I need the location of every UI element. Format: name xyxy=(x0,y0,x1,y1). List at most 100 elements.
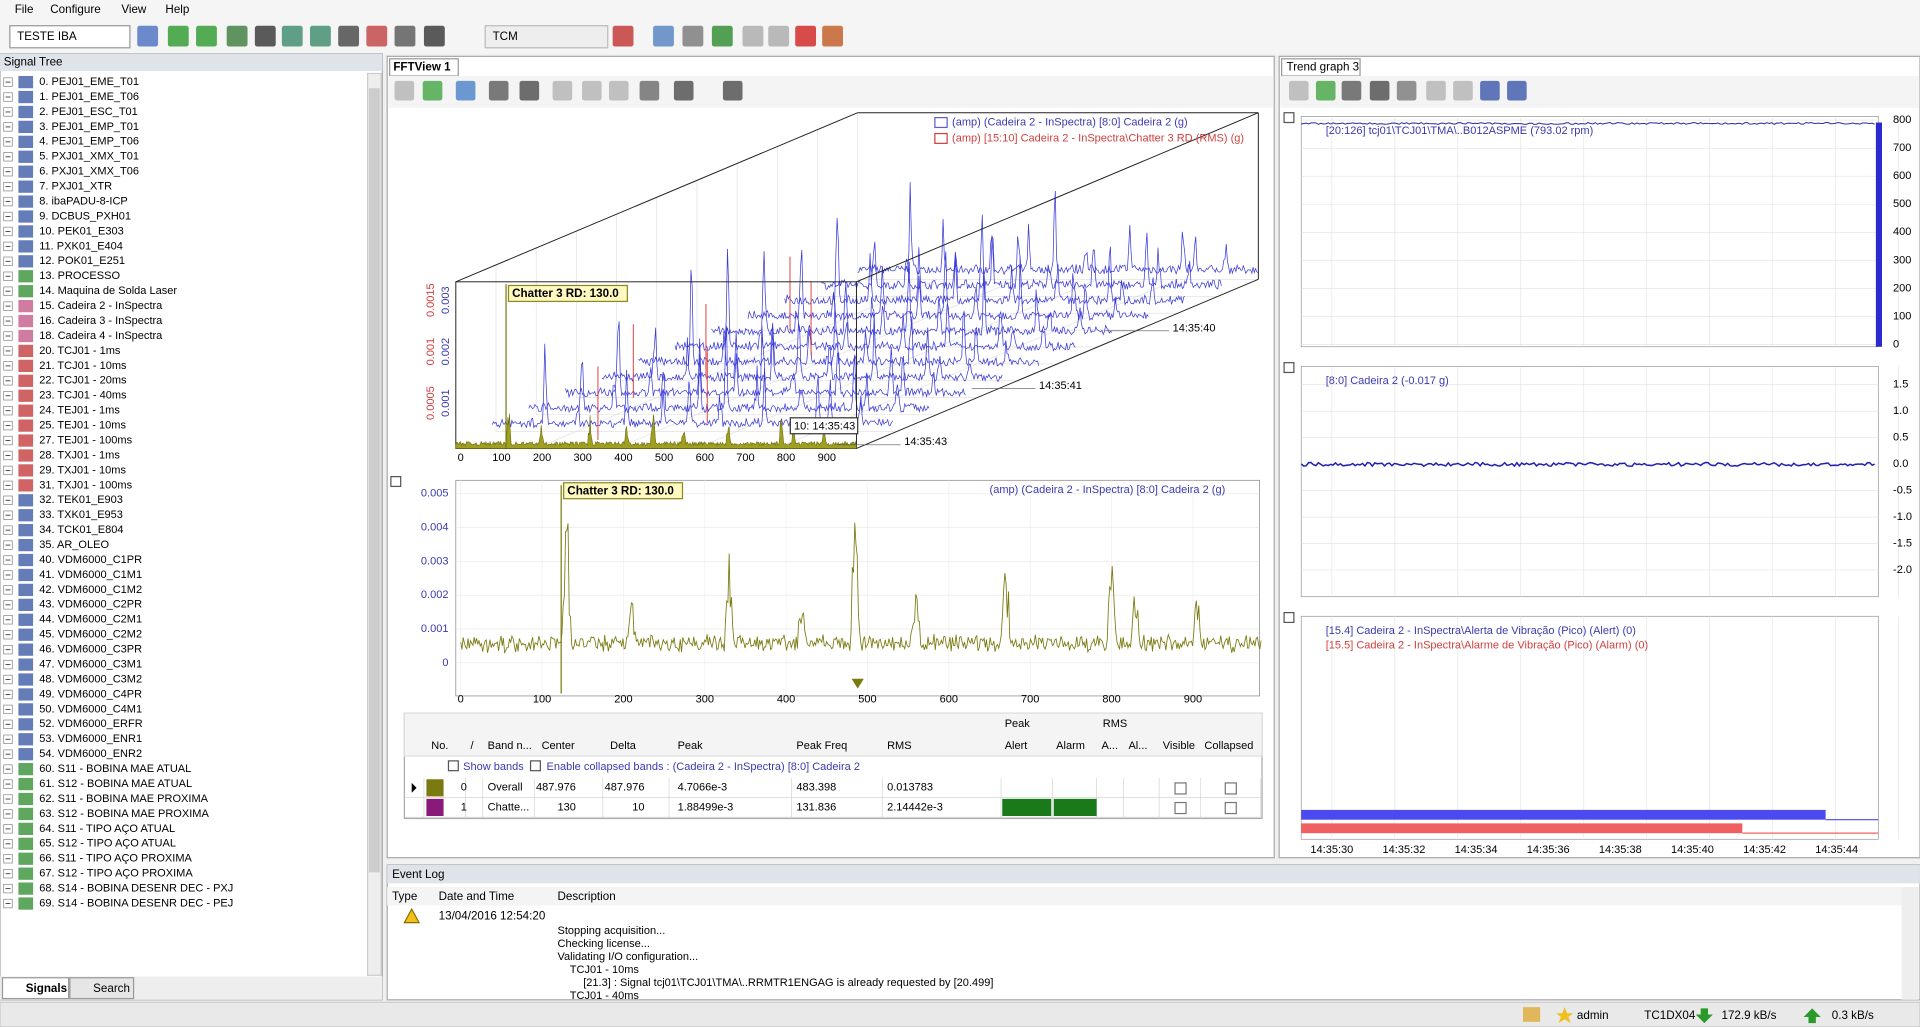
tree-item[interactable]: 23. TCJ01 - 40ms xyxy=(39,390,127,402)
tree-item[interactable]: 18. Cadeira 4 - InSpectra xyxy=(39,330,163,342)
trend-tool-button[interactable] xyxy=(1288,80,1309,101)
tree-item[interactable]: 50. VDM6000_C4M1 xyxy=(39,703,142,715)
toolbar-button[interactable] xyxy=(394,25,416,47)
tree-item[interactable]: 64. S11 - TIPO AÇO ATUAL xyxy=(39,823,175,835)
tree-item[interactable]: 20. TCJ01 - 1ms xyxy=(39,345,121,357)
close-box[interactable] xyxy=(1283,612,1295,624)
tree-item[interactable]: 25. TEJ01 - 10ms xyxy=(39,420,126,432)
toolbar-button[interactable] xyxy=(310,25,331,47)
tree-item[interactable]: 42. VDM6000_C1M2 xyxy=(39,584,142,596)
tree-item[interactable]: 0. PEJ01_EME_T01 xyxy=(39,76,139,88)
tree-item[interactable]: 43. VDM6000_C2PR xyxy=(39,599,142,611)
checkbox[interactable] xyxy=(529,760,541,772)
tree-item[interactable]: 32. TEK01_E903 xyxy=(39,494,123,506)
tree-item[interactable]: 3. PEJ01_EMP_T01 xyxy=(39,121,139,133)
close-box[interactable] xyxy=(1283,112,1295,124)
fft-tool-button[interactable] xyxy=(722,80,743,101)
event-scrollbar[interactable] xyxy=(1901,887,1919,1000)
tree-item[interactable]: 35. AR_OLEO xyxy=(39,539,109,551)
tree-item[interactable]: 34. TCK01_E804 xyxy=(39,524,123,536)
trend-tool-button[interactable] xyxy=(1480,80,1500,101)
tree-item[interactable]: 44. VDM6000_C2M1 xyxy=(39,614,142,626)
tree-item[interactable]: 67. S12 - TIPO AÇO PROXIMA xyxy=(39,868,193,880)
tree-item[interactable]: 60. S11 - BOBINA MAE ATUAL xyxy=(39,763,191,775)
toolbar-button[interactable] xyxy=(682,25,704,47)
tree-item[interactable]: 40. VDM6000_C1PR xyxy=(39,554,142,566)
tree-item[interactable]: 33. TXK01_E953 xyxy=(39,509,123,521)
tree-item[interactable]: 4. PEJ01_EMP_T06 xyxy=(39,136,139,148)
fft-tool-button[interactable] xyxy=(455,80,476,101)
checkbox[interactable] xyxy=(447,760,459,772)
tree-item[interactable]: 21. TCJ01 - 10ms xyxy=(39,360,127,372)
toolbar-button[interactable] xyxy=(254,25,276,47)
tree-item[interactable]: 29. TXJ01 - 10ms xyxy=(39,464,126,476)
toolbar-button[interactable] xyxy=(742,25,764,47)
toolbar-button[interactable] xyxy=(768,25,790,47)
tree-item[interactable]: 14. Maquina de Solda Laser xyxy=(39,285,177,297)
trend-tool-button[interactable] xyxy=(1369,80,1390,101)
toolbar-button[interactable] xyxy=(653,25,674,47)
menu-item[interactable]: Configure xyxy=(50,3,100,16)
tree-item[interactable]: 24. TEJ01 - 1ms xyxy=(39,405,120,417)
tree-item[interactable]: 49. VDM6000_C4PR xyxy=(39,688,142,700)
fft-tool-button[interactable] xyxy=(639,80,660,101)
tree-item[interactable]: 47. VDM6000_C3M1 xyxy=(39,658,142,670)
fft-tool-button[interactable] xyxy=(519,80,540,101)
tree-item[interactable]: 13. PROCESSO xyxy=(39,270,120,282)
tree-item[interactable]: 16. Cadeira 3 - InSpectra xyxy=(39,315,163,327)
tree-item[interactable]: 46. VDM6000_C3PR xyxy=(39,644,142,656)
trend-tool-button[interactable] xyxy=(1507,80,1527,101)
signals-tab[interactable] xyxy=(1,977,70,1000)
tree-item[interactable]: 9. DCBUS_PXH01 xyxy=(39,210,131,222)
toolbar-button[interactable] xyxy=(338,25,360,47)
tree-item[interactable]: 54. VDM6000_ENR2 xyxy=(39,748,142,760)
tree-item[interactable]: 6. PXJ01_XMX_T06 xyxy=(39,166,139,178)
trend-tool-button[interactable] xyxy=(1453,80,1473,101)
close-box[interactable] xyxy=(390,476,402,488)
tree-item[interactable]: 41. VDM6000_C1M1 xyxy=(39,569,142,581)
mode-combo[interactable] xyxy=(484,25,609,49)
tree-item[interactable]: 52. VDM6000_ERFR xyxy=(39,718,143,730)
fft-tool-button[interactable] xyxy=(582,80,602,101)
tree-item[interactable]: 62. S11 - BOBINA MAE PROXIMA xyxy=(39,793,208,805)
checkbox[interactable] xyxy=(1224,801,1237,815)
checkbox[interactable] xyxy=(1174,782,1187,795)
toolbar-button[interactable] xyxy=(612,25,634,47)
toolbar-button[interactable] xyxy=(167,25,189,47)
tree-item[interactable]: 28. TXJ01 - 1ms xyxy=(39,449,120,461)
tree-item[interactable]: 65. S12 - TIPO AÇO ATUAL xyxy=(39,838,176,850)
tree-item[interactable]: 7. PXJ01_XTR xyxy=(39,181,112,193)
toolbar-button[interactable] xyxy=(366,25,388,47)
toolbar-button[interactable] xyxy=(281,25,303,47)
toolbar-button[interactable] xyxy=(196,25,217,47)
tree-item[interactable]: 1. PEJ01_EME_T06 xyxy=(39,91,139,103)
tree-item[interactable]: 48. VDM6000_C3M2 xyxy=(39,673,142,685)
tree-item[interactable]: 27. TEJ01 - 100ms xyxy=(39,434,132,446)
fft-tool-button[interactable] xyxy=(552,80,573,101)
fft-tool-button[interactable] xyxy=(488,80,509,101)
tree-item[interactable]: 5. PXJ01_XMX_T01 xyxy=(39,151,139,163)
menu-item[interactable]: View xyxy=(121,3,147,16)
tree-item[interactable]: 68. S14 - BOBINA DESENR DEC - PXJ xyxy=(39,883,233,895)
tree-item[interactable]: 8. ibaPADU-8-ICP xyxy=(39,195,128,207)
profile-combo[interactable] xyxy=(9,25,131,49)
tree-item[interactable]: 69. S14 - BOBINA DESENR DEC - PEJ xyxy=(39,897,233,909)
search-tab[interactable] xyxy=(69,977,135,1000)
toolbar-button[interactable] xyxy=(795,25,817,47)
toolbar-button[interactable] xyxy=(711,25,733,47)
tree-item[interactable]: 15. Cadeira 2 - InSpectra xyxy=(39,300,163,312)
tree-item[interactable]: 10. PEK01_E303 xyxy=(39,225,124,237)
tree-item[interactable]: 63. S12 - BOBINA MAE PROXIMA xyxy=(39,808,209,820)
fft-tool-button[interactable] xyxy=(422,80,443,101)
checkbox[interactable] xyxy=(1174,801,1187,815)
fft-tool-button[interactable] xyxy=(394,80,415,101)
menu-item[interactable]: File xyxy=(15,3,34,16)
tree-item[interactable]: 12. POK01_E251 xyxy=(39,255,125,267)
trend-tool-button[interactable] xyxy=(1341,80,1362,101)
trend-tool-button[interactable] xyxy=(1396,80,1417,101)
toolbar-button[interactable] xyxy=(822,25,843,47)
checkbox[interactable] xyxy=(1224,782,1237,795)
tree-item[interactable]: 53. VDM6000_ENR1 xyxy=(39,733,142,745)
trend-tool-button[interactable] xyxy=(1315,80,1336,101)
fft-tool-button[interactable] xyxy=(608,80,629,101)
